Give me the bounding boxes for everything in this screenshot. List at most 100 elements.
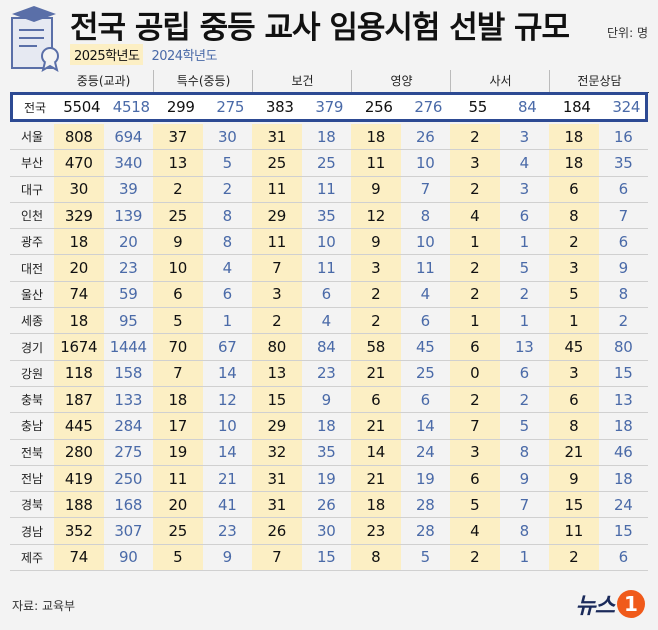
column-header: 전문상담 [549, 70, 649, 93]
value-2024: 9 [222, 548, 233, 567]
value-2025: 1 [549, 308, 599, 334]
value-2025: 2 [450, 124, 500, 150]
value-2024: 7 [519, 495, 530, 514]
value-2025: 13 [252, 360, 302, 386]
value-2025: 3 [549, 255, 599, 281]
value-2024: 5 [519, 416, 530, 435]
table-row: 전북 280 275 19 14 32 35 14 24 3 8 21 46 [10, 439, 648, 466]
value-2025: 29 [252, 413, 302, 439]
value-2024: 11 [317, 259, 336, 278]
value-2024: 276 [414, 98, 443, 116]
value-2025: 32 [252, 439, 302, 465]
value-2024: 35 [317, 206, 336, 225]
value-2025: 74 [54, 281, 104, 308]
value-2025: 3 [450, 439, 500, 465]
legend: 2025학년도 2024학년도 [70, 44, 219, 65]
value-2025: 29 [252, 202, 302, 229]
table-row: 강원 118 158 7 14 13 23 21 25 0 6 3 15 [10, 360, 648, 387]
value-2025: 0 [450, 360, 500, 386]
value-2025: 5 [450, 492, 500, 518]
logo-mark-icon: 1 [617, 590, 645, 618]
value-2024: 9 [519, 469, 530, 488]
region-label: 충남 [20, 419, 44, 434]
value-2024: 10 [416, 153, 435, 172]
value-2025: 184 [562, 98, 591, 116]
region-label: 충북 [20, 393, 44, 408]
value-2024: 28 [416, 495, 435, 514]
value-2024: 2 [519, 285, 530, 304]
value-2024: 90 [119, 548, 138, 567]
table-row: 광주 18 20 9 8 11 10 9 10 1 1 2 6 [10, 229, 648, 256]
value-2025: 70 [153, 334, 203, 360]
value-2025: 21 [549, 439, 599, 465]
value-2025: 23 [351, 518, 401, 544]
value-2025: 74 [54, 544, 104, 571]
value-2024: 13 [515, 338, 534, 357]
value-2024: 12 [218, 390, 237, 409]
value-2025: 6 [153, 281, 203, 308]
value-2025: 20 [153, 492, 203, 518]
value-2025: 3 [450, 150, 500, 176]
source-label: 자료: 교육부 [12, 599, 76, 613]
value-2024: 24 [416, 443, 435, 462]
value-2024: 275 [114, 443, 143, 462]
value-2024: 6 [618, 548, 629, 567]
value-2025: 6 [351, 386, 401, 413]
legend-2024: 2024학년도 [151, 49, 217, 64]
value-2025: 9 [351, 176, 401, 202]
value-2025: 15 [549, 492, 599, 518]
value-2024: 23 [119, 259, 138, 278]
value-2025: 2 [450, 544, 500, 571]
unit-label: 단위: 명 [607, 26, 648, 40]
value-2025: 11 [252, 229, 302, 255]
value-2025: 280 [54, 439, 104, 465]
value-2025: 5504 [63, 98, 101, 116]
value-2025: 18 [549, 150, 599, 176]
value-2024: 6 [321, 285, 332, 304]
value-2025: 299 [166, 98, 195, 116]
value-2025: 2 [549, 229, 599, 255]
value-2024: 6 [420, 311, 431, 330]
value-2024: 8 [519, 443, 530, 462]
value-2024: 1 [222, 311, 233, 330]
value-2025: 352 [54, 518, 104, 544]
region-label: 경북 [20, 498, 44, 513]
value-2024: 25 [317, 153, 336, 172]
value-2024: 30 [317, 522, 336, 541]
value-2025: 2 [351, 308, 401, 334]
value-2024: 1 [519, 232, 530, 251]
value-2024: 23 [218, 522, 237, 541]
value-2024: 6 [519, 364, 530, 383]
value-2024: 8 [420, 206, 431, 225]
value-2024: 4 [420, 285, 431, 304]
value-2024: 284 [114, 416, 143, 435]
value-2024: 6 [618, 180, 629, 199]
value-2024: 10 [317, 232, 336, 251]
value-2024: 84 [518, 98, 537, 116]
value-2024: 20 [119, 232, 138, 251]
value-2024: 168 [114, 495, 143, 514]
total-row: 전국 5504 4518 299 275 383 379 256 276 55 84 184 324 [10, 92, 648, 122]
value-2024: 59 [119, 285, 138, 304]
column-header: 보건 [252, 70, 352, 93]
value-2025: 2 [252, 308, 302, 334]
column-header: 영양 [351, 70, 451, 93]
value-2025: 383 [265, 98, 294, 116]
value-2024: 6 [420, 390, 431, 409]
value-2025: 11 [549, 518, 599, 544]
value-2025: 2 [450, 386, 500, 413]
value-2024: 7 [618, 206, 629, 225]
table-row: 전남 419 250 11 21 31 19 21 19 6 9 9 18 [10, 465, 648, 493]
value-2025: 2 [450, 176, 500, 202]
value-2025: 18 [54, 308, 104, 334]
value-2025: 2 [450, 255, 500, 281]
value-2025: 419 [54, 465, 104, 492]
value-2024: 139 [114, 206, 143, 225]
value-2024: 275 [216, 98, 245, 116]
value-2024: 24 [614, 495, 633, 514]
value-2025: 1674 [54, 334, 104, 360]
region-label: 전국 [23, 100, 47, 115]
news1-logo: 뉴스 1 [576, 588, 646, 620]
table-body: 전국 5504 4518 299 275 383 379 256 276 55 84 184 324 서울… [10, 92, 648, 572]
value-2024: 340 [114, 153, 143, 172]
